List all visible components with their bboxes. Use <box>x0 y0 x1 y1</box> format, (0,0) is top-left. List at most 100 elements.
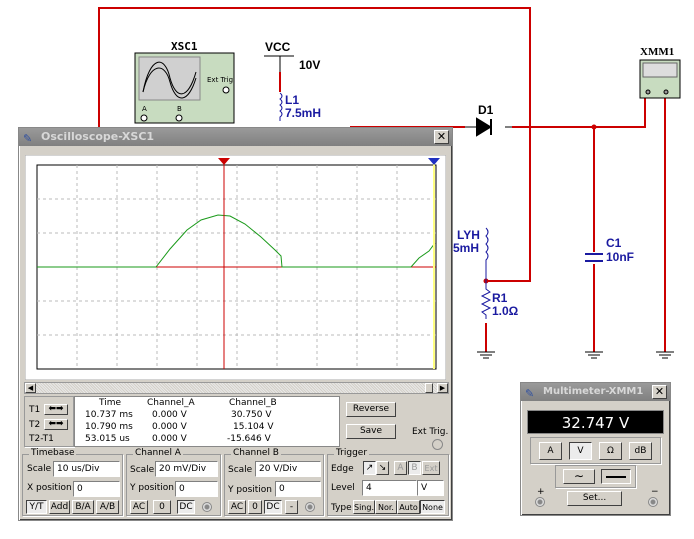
trigger-level-input[interactable]: 4 <box>362 480 417 496</box>
cursor-1-handle[interactable] <box>218 158 230 165</box>
save-button[interactable]: Save <box>346 424 396 439</box>
timebase-scale-input[interactable]: 10 us/Div <box>53 461 120 477</box>
trigger-source-a[interactable]: A <box>394 461 407 475</box>
oscilloscope-title-bar[interactable]: ✎ Oscilloscope-XSC1 ✕ <box>19 128 452 146</box>
ohmmeter-button[interactable]: Ω <box>599 442 622 460</box>
negative-terminal[interactable] <box>648 497 658 507</box>
scroll-left-button[interactable]: ◀ <box>25 383 36 393</box>
channel-b-ypos-label: Y position <box>228 485 273 495</box>
channel-a-ac-button[interactable]: AC <box>130 500 148 514</box>
dc-line-button[interactable] <box>601 469 631 484</box>
lyh-label: LYH <box>457 228 480 242</box>
falling-edge-button[interactable]: ↘ <box>376 461 389 475</box>
header-time: Time <box>99 398 122 408</box>
trigger-group: Trigger Edge ↗ ↘ A B Ext Level 4 V Type … <box>327 448 449 516</box>
r1-label: R1 <box>492 291 508 305</box>
timebase-group: Timebase Scale 10 us/Div X position 0 Y/… <box>22 448 123 516</box>
trigger-source-b[interactable]: B <box>408 461 421 475</box>
channel-a-scale-label: Scale <box>130 465 155 475</box>
ground-symbols <box>477 351 674 359</box>
horizontal-scrollbar[interactable]: ◀ ▶ <box>24 382 449 394</box>
ac-wave-button[interactable]: ∼ <box>563 469 595 484</box>
timebase-title: Timebase <box>29 448 77 458</box>
trigger-normal-button[interactable]: Nor. <box>375 500 397 514</box>
channel-a-ypos-input[interactable]: 0 <box>175 481 218 497</box>
channel-b-dc-button[interactable]: DC <box>264 500 282 514</box>
close-button[interactable]: ✕ <box>434 130 449 144</box>
app-icon: ✎ <box>525 387 535 400</box>
t2-arrows-button[interactable]: ⬅➡ <box>44 419 68 430</box>
mode-yt-button[interactable]: Y/T <box>26 500 47 514</box>
r1-value: 1.0Ω <box>492 304 519 318</box>
mode-ab-button[interactable]: A/B <box>96 500 119 514</box>
edge-label: Edge <box>331 464 354 474</box>
voltmeter-button[interactable]: V <box>569 442 592 460</box>
trigger-none-button[interactable]: None <box>420 500 445 514</box>
diode-icon <box>476 117 492 137</box>
channel-a-dc-button[interactable]: DC <box>177 500 195 514</box>
positive-terminal[interactable] <box>535 497 545 507</box>
multimeter-title-bar[interactable]: ✎ Multimeter-XMM1 ✕ <box>521 383 670 401</box>
ext-trig-terminal[interactable] <box>432 439 443 450</box>
channel-a-zero-button[interactable]: 0 <box>153 500 171 514</box>
app-icon: ✎ <box>23 132 33 145</box>
set-button[interactable]: Set... <box>567 491 622 506</box>
trigger-auto-button[interactable]: Auto <box>397 500 420 514</box>
t1-label: T1 <box>29 405 41 415</box>
mode-ba-button[interactable]: B/A <box>72 500 94 514</box>
t2-label: T2 <box>29 420 41 430</box>
header-channel-a: Channel_A <box>147 398 195 408</box>
vcc-value: 10V <box>299 58 321 72</box>
trigger-source-ext[interactable]: Ext <box>422 461 440 475</box>
scroll-thumb[interactable] <box>425 383 433 393</box>
close-button[interactable]: ✕ <box>652 385 667 399</box>
x-position-input[interactable]: 0 <box>73 481 120 497</box>
terminal-b-label: B <box>177 105 182 113</box>
trigger-level-unit[interactable]: V <box>417 480 444 496</box>
channel-b-ac-button[interactable]: AC <box>228 500 246 514</box>
t2-t1-time: 53.015 us <box>85 434 130 444</box>
r1-resistor <box>480 285 492 319</box>
plus-label: + <box>537 487 545 497</box>
xmm1-label: XMM1 <box>640 46 675 58</box>
timebase-scale-label: Scale <box>27 464 52 474</box>
scope-screen <box>25 155 446 380</box>
ext-trig-label: Ext Trig. <box>412 427 449 437</box>
channel-b-ypos-input[interactable]: 0 <box>275 481 321 497</box>
reverse-button[interactable]: Reverse <box>346 402 396 417</box>
dc-line-icon <box>606 476 626 478</box>
ammeter-button[interactable]: A <box>539 442 562 460</box>
l1-value: 7.5mH <box>285 106 322 120</box>
channel-a-ypos-label: Y position <box>130 483 175 493</box>
t2-channel-b: 15.104 V <box>233 422 274 432</box>
t2-t1-label: T2-T1 <box>29 434 54 444</box>
t2-time: 10.790 ms <box>85 422 133 432</box>
d1-label: D1 <box>478 103 494 117</box>
decibel-button[interactable]: dB <box>629 442 652 460</box>
channel-a-title: Channel A <box>133 448 183 458</box>
channel-a-scale-input[interactable]: 20 mV/Div <box>155 461 218 477</box>
lyh-value: 5mH <box>453 241 480 255</box>
l1-inductor <box>279 92 283 121</box>
t1-arrows-button[interactable]: ⬅➡ <box>44 404 68 415</box>
minus-label: − <box>651 487 659 497</box>
trigger-single-button[interactable]: Sing. <box>353 500 375 514</box>
channel-b-scale-input[interactable]: 20 V/Div <box>255 461 321 477</box>
channel-a-group: Channel A Scale 20 mV/Div Y position 0 A… <box>126 448 221 516</box>
xsc1-symbol <box>134 52 235 124</box>
channel-b-invert-button[interactable]: - <box>285 500 298 514</box>
rising-edge-button[interactable]: ↗ <box>363 461 376 475</box>
scroll-right-button[interactable]: ▶ <box>437 383 448 393</box>
channel-a-terminal[interactable] <box>202 502 212 512</box>
mode-add-button[interactable]: Add <box>49 500 70 514</box>
t2-t1-channel-b: -15.646 V <box>227 434 271 444</box>
window-title: Oscilloscope-XSC1 <box>41 130 155 143</box>
cursor-2-handle[interactable] <box>428 158 440 165</box>
ext-trig-label: Ext Trig <box>207 76 234 84</box>
type-label: Type <box>331 503 352 513</box>
multimeter-display: 32.747 V <box>527 410 664 434</box>
c1-label: C1 <box>606 236 622 250</box>
channel-b-terminal[interactable] <box>305 502 315 512</box>
channel-b-zero-button[interactable]: 0 <box>248 500 262 514</box>
